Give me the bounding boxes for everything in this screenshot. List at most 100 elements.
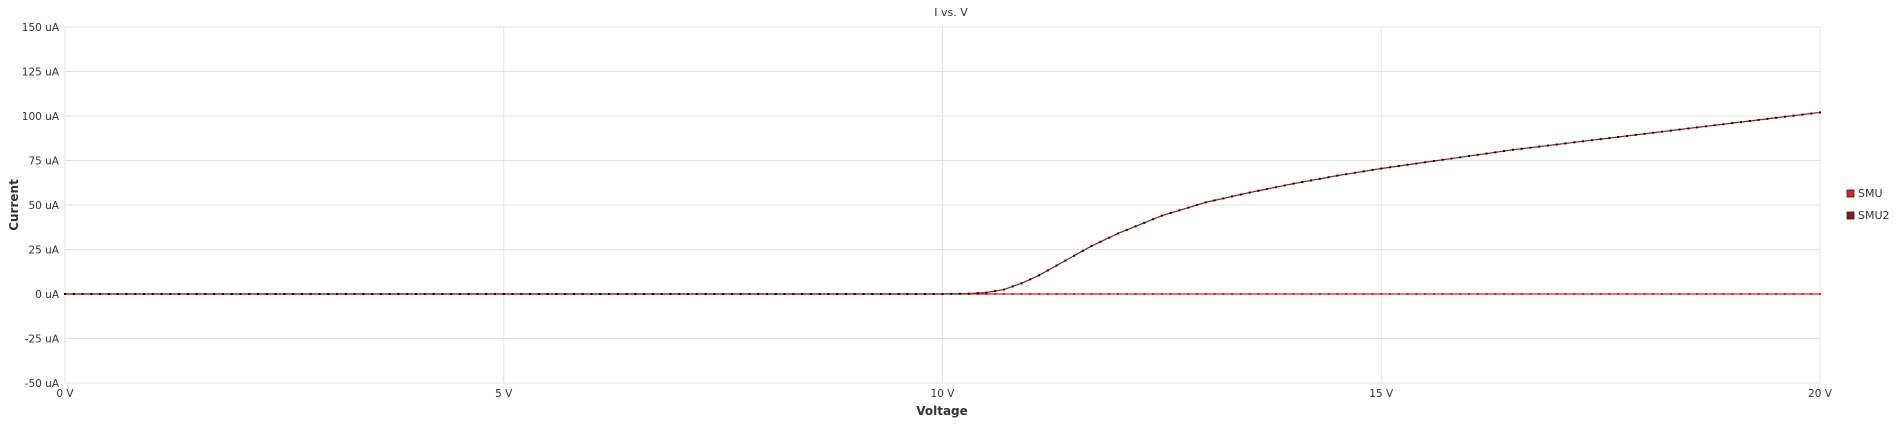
- legend-item[interactable]: SMU: [1846, 187, 1883, 200]
- data-point: [1038, 274, 1041, 277]
- data-point: [1362, 293, 1365, 295]
- data-point: [1564, 142, 1567, 145]
- data-point: [546, 293, 549, 295]
- data-point: [1555, 143, 1558, 146]
- data-point: [564, 293, 567, 295]
- data-point: [985, 291, 988, 294]
- data-point: [1775, 116, 1778, 119]
- data-point: [994, 293, 997, 295]
- data-point: [1757, 293, 1760, 295]
- data-point: [1687, 127, 1690, 130]
- data-point: [1485, 293, 1488, 295]
- data-point: [1222, 293, 1225, 295]
- data-point: [1020, 293, 1023, 295]
- data-point: [1002, 288, 1005, 291]
- data-point: [1617, 293, 1620, 295]
- data-point: [283, 293, 286, 295]
- data-point: [1634, 293, 1637, 295]
- data-point: [1073, 254, 1076, 257]
- data-point: [1152, 293, 1155, 295]
- data-point: [1292, 182, 1295, 185]
- series-smu2: [64, 111, 1821, 295]
- data-point: [1669, 293, 1672, 295]
- data-point: [230, 293, 233, 295]
- data-point: [809, 293, 812, 295]
- data-point: [844, 293, 847, 295]
- data-point: [1573, 141, 1576, 144]
- x-axis-tick-labels: 0 V 5 V 10 V 15 V 20 V: [56, 388, 1832, 400]
- data-point: [748, 293, 751, 295]
- data-point: [1108, 236, 1111, 239]
- data-point: [1476, 153, 1479, 156]
- data-point: [1538, 145, 1541, 148]
- data-point: [265, 293, 268, 295]
- y-axis-title: Current: [7, 179, 21, 231]
- plot-frame: [64, 26, 1821, 384]
- data-point: [1301, 293, 1304, 295]
- data-point: [1503, 293, 1506, 295]
- data-point: [1468, 155, 1470, 158]
- data-point: [1257, 293, 1260, 295]
- data-point: [423, 293, 426, 295]
- data-point: [520, 293, 523, 295]
- data-point: [1661, 293, 1664, 295]
- data-point: [432, 293, 435, 295]
- data-point: [160, 293, 163, 295]
- data-point: [1748, 119, 1751, 122]
- data-point: [1766, 117, 1769, 120]
- y-tick-label: 25 uA: [28, 245, 59, 257]
- data-point: [1582, 293, 1585, 295]
- series-layer: [64, 111, 1821, 295]
- data-point: [415, 293, 417, 295]
- data-point: [1178, 293, 1181, 295]
- data-point: [1371, 293, 1374, 295]
- data-point: [1371, 168, 1374, 171]
- data-point: [99, 293, 102, 295]
- data-point: [871, 293, 874, 295]
- y-tick-label: 50 uA: [28, 200, 59, 212]
- y-tick-label: 125 uA: [22, 67, 60, 79]
- data-point: [1143, 293, 1146, 295]
- data-point: [1792, 114, 1795, 117]
- data-point: [1160, 293, 1163, 295]
- x-tick-label: 0 V: [56, 388, 74, 400]
- data-point: [1696, 293, 1699, 295]
- data-point: [1757, 118, 1760, 121]
- data-point: [1590, 139, 1593, 142]
- data-point: [704, 293, 707, 295]
- data-point: [1520, 293, 1523, 295]
- data-point: [1310, 179, 1313, 182]
- data-point: [1266, 187, 1269, 190]
- data-point: [1345, 173, 1348, 176]
- legend-item[interactable]: SMU2: [1846, 209, 1890, 222]
- data-point: [959, 292, 962, 295]
- data-point: [1011, 285, 1014, 288]
- data-point: [827, 293, 830, 295]
- legend: SMU SMU2: [1846, 187, 1890, 222]
- data-point: [1336, 174, 1339, 177]
- data-point: [336, 293, 339, 295]
- data-point: [1625, 134, 1628, 137]
- data-point: [1652, 293, 1655, 295]
- data-point: [1441, 293, 1444, 295]
- data-point: [1441, 158, 1444, 161]
- data-point: [1459, 156, 1462, 159]
- data-point: [608, 293, 611, 295]
- data-point: [555, 293, 558, 295]
- data-point: [90, 293, 93, 295]
- data-point: [766, 293, 768, 295]
- data-point: [1055, 264, 1058, 267]
- data-point: [1529, 146, 1532, 149]
- data-point: [1353, 171, 1356, 174]
- data-point: [1678, 128, 1681, 131]
- data-point: [757, 293, 760, 295]
- legend-swatch: [1846, 211, 1855, 220]
- data-point: [1669, 129, 1672, 132]
- x-tick-label: 15 V: [1369, 388, 1394, 400]
- data-point: [1397, 293, 1400, 295]
- data-point: [371, 293, 374, 295]
- data-point: [1020, 282, 1023, 285]
- data-point: [476, 293, 479, 295]
- data-point: [142, 293, 145, 295]
- data-point: [888, 293, 891, 295]
